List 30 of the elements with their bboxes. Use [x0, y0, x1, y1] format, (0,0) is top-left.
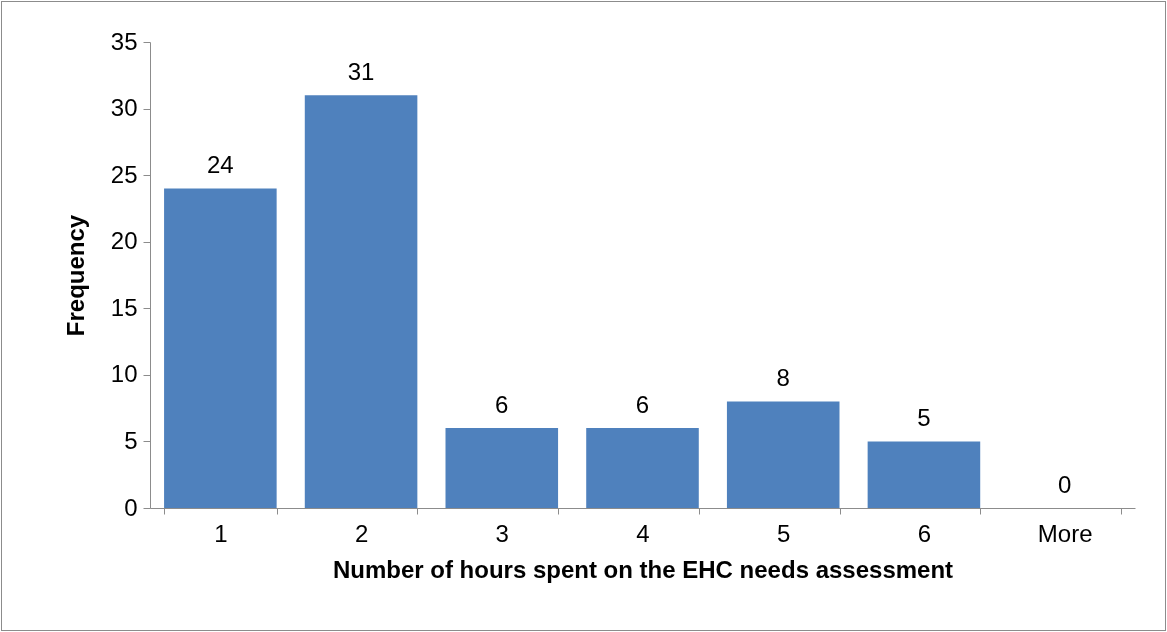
bar — [867, 441, 981, 508]
data-label: 31 — [347, 58, 375, 86]
x-tick-label: 3 — [495, 519, 509, 547]
data-label: 5 — [917, 404, 931, 432]
y-tick-label: 10 — [110, 360, 138, 388]
bar — [586, 428, 699, 508]
x-tick-label: 4 — [636, 519, 650, 547]
bar — [164, 188, 277, 508]
y-tick-label: 30 — [110, 94, 138, 122]
y-tick-label: 5 — [124, 426, 138, 454]
bar — [304, 95, 418, 508]
x-tick-label: 5 — [777, 519, 791, 547]
y-axis-title: Frequency — [61, 214, 89, 337]
data-label: 0 — [1057, 471, 1072, 498]
y-tick-label: 0 — [124, 493, 138, 521]
y-tick-label: 15 — [110, 293, 138, 321]
bar — [726, 401, 840, 508]
data-label: 24 — [207, 151, 234, 179]
x-tick-label: More — [1037, 519, 1093, 547]
x-tick-label: 2 — [354, 519, 369, 547]
data-label: 6 — [635, 391, 650, 419]
y-tick-label: 35 — [110, 27, 138, 55]
y-tick-label: 25 — [110, 160, 138, 188]
data-label: 8 — [776, 364, 790, 392]
x-tick-label: 6 — [917, 519, 932, 547]
x-axis-title: Number of hours spent on the EHC needs assessment — [332, 555, 954, 583]
bar — [445, 428, 559, 508]
data-label: 6 — [495, 391, 509, 419]
y-tick-label: 20 — [110, 227, 138, 255]
x-tick-label: 1 — [214, 519, 228, 547]
